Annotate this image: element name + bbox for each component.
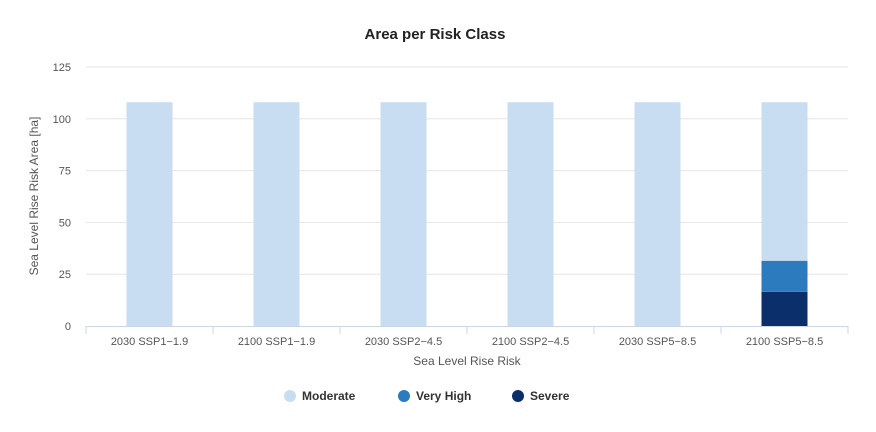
y-tick-label: 75 [59,166,71,178]
chart-title: Area per Risk Class [365,26,506,43]
x-tick-label: 2030 SSP1−1.9 [111,336,188,348]
legend-marker [284,390,296,402]
bar-segment[interactable] [761,291,808,326]
x-tick-label: 2030 SSP2−4.5 [365,336,442,348]
x-axis: 2030 SSP1−1.9 2100 SSP1−1.9 2030 SSP2−4.5 2… [85,326,849,348]
y-tick-label: 100 [53,114,71,126]
legend-label: Very High [416,389,471,403]
legend-label: Moderate [302,389,356,403]
legend-marker [512,390,524,402]
legend-label: Severe [530,389,570,403]
legend-item[interactable]: Severe [512,389,570,403]
bar-segment[interactable] [761,102,808,261]
bar-segment[interactable] [126,102,173,326]
y-axis: 0 25 50 75 100 125 [53,62,71,333]
legend[interactable]: Moderate Very High Severe [284,389,570,403]
bar-segment[interactable] [634,102,681,326]
bar-segment[interactable] [761,260,808,292]
y-tick-label: 25 [59,269,71,281]
y-tick-label: 0 [65,321,71,333]
legend-marker [398,390,410,402]
y-tick-label: 50 [59,217,71,229]
x-axis-title: Sea Level Rise Risk [413,354,521,368]
y-axis-title: Sea Level Rise Risk Area [ha] [27,117,41,276]
gridlines [86,66,848,275]
bars-group [126,102,808,326]
legend-item[interactable]: Very High [398,389,471,403]
y-tick-label: 125 [53,62,71,74]
x-tick-label: 2030 SSP5−8.5 [619,336,696,348]
x-tick-label: 2100 SSP1−1.9 [238,336,315,348]
legend-item[interactable]: Moderate [284,389,356,403]
bar-segment[interactable] [507,102,554,326]
bar-segment[interactable] [380,102,427,326]
bar-segment[interactable] [253,102,300,326]
x-tick-label: 2100 SSP5−8.5 [746,336,823,348]
x-tick-label: 2100 SSP2−4.5 [492,336,569,348]
